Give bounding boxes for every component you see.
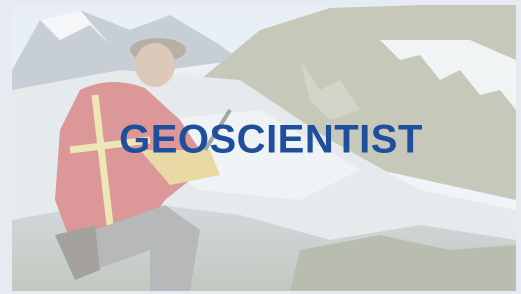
page: GEOSCIENTIST (() => { const data = JSON.… — [0, 0, 521, 294]
banner-title: GEOSCIENTIST — [119, 118, 423, 162]
banner: GEOSCIENTIST — [0, 0, 521, 294]
